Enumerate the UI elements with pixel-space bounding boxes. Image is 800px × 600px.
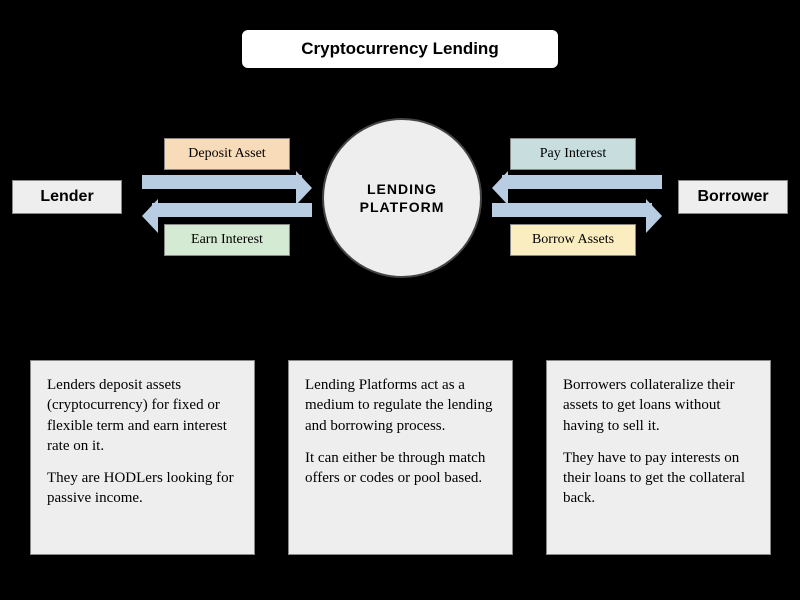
diagram-title: Cryptocurrency Lending: [242, 30, 558, 68]
borrower-desc-p2: They have to pay interests on their loan…: [563, 448, 754, 509]
borrower-desc-p1: Borrowers collateralize their assets to …: [563, 375, 754, 436]
lender-desc-p1: Lenders deposit assets (cryptocurrency) …: [47, 375, 238, 456]
lending-platform-node: LENDINGPLATFORM: [322, 118, 482, 278]
flow-arrow: [492, 175, 662, 189]
flow-arrow: [142, 175, 312, 189]
platform-desc-p1: Lending Platforms act as a medium to reg…: [305, 375, 496, 436]
platform-desc-p2: It can either be through match offers or…: [305, 448, 496, 489]
lender-node: Lender: [12, 180, 122, 214]
borrower-node: Borrower: [678, 180, 788, 214]
borrower-description: Borrowers collateralize their assets to …: [546, 360, 771, 555]
deposit-asset-box: Deposit Asset: [164, 138, 290, 170]
platform-description: Lending Platforms act as a medium to reg…: [288, 360, 513, 555]
lender-desc-p2: They are HODLers looking for passive inc…: [47, 468, 238, 509]
flow-arrow: [142, 203, 312, 217]
pay-interest-box: Pay Interest: [510, 138, 636, 170]
borrow-assets-box: Borrow Assets: [510, 224, 636, 256]
lender-description: Lenders deposit assets (cryptocurrency) …: [30, 360, 255, 555]
flow-arrow: [492, 203, 662, 217]
earn-interest-box: Earn Interest: [164, 224, 290, 256]
lending-platform-label: LENDINGPLATFORM: [360, 180, 445, 216]
